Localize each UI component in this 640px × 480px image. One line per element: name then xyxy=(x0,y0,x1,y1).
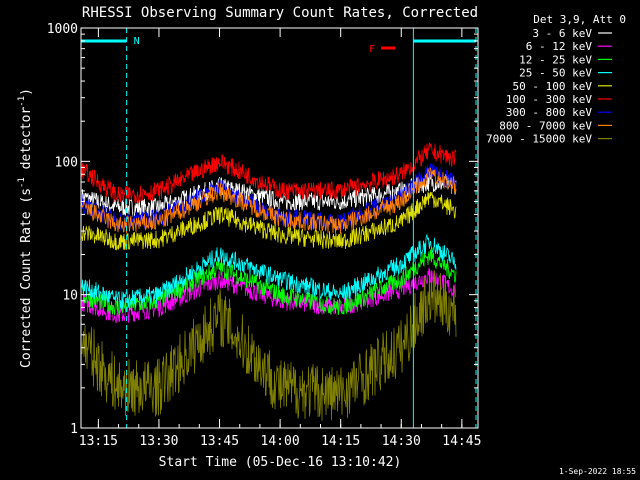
plot-frame xyxy=(80,27,479,429)
series-layer xyxy=(81,142,457,421)
x-tick-label-2: 13:30 xyxy=(139,434,178,449)
x-tick-label-5: 14:15 xyxy=(321,434,360,449)
series-line-8 xyxy=(81,167,457,234)
footer-timestamp: 1-Sep-2022 18:55 xyxy=(559,467,636,476)
y-tick-label-3: 100 xyxy=(55,155,78,170)
y-axis: 1 10 100 1000 xyxy=(47,22,478,437)
chart-title: RHESSI Observing Summary Count Rates, Co… xyxy=(82,5,478,21)
series-line-2 xyxy=(81,267,457,324)
legend-label-4: 25 - 50 keV xyxy=(519,67,592,80)
series-line-3 xyxy=(81,247,457,316)
y-axis-label: Corrected Count Rate (s-1 detector-1) xyxy=(17,88,34,368)
y-axis-label-main: Corrected Count Rate (s xyxy=(19,188,34,368)
legend-label-7: 300 - 800 keV xyxy=(506,106,592,119)
legend-label-9: 7000 - 15000 keV xyxy=(486,133,592,146)
legend-label-6: 100 - 300 keV xyxy=(506,93,592,106)
x-tick-label-6: 14:30 xyxy=(382,434,421,449)
series-line-4 xyxy=(81,233,457,309)
flare-label: F xyxy=(369,44,375,55)
x-axis: 13:15 13:30 13:45 14:00 14:15 14:30 14:45 xyxy=(79,28,481,449)
x-tick-label-4: 14:00 xyxy=(261,434,300,449)
legend-label-8: 800 - 7000 keV xyxy=(499,119,592,132)
legend-header: Det 3,9, Att 0 xyxy=(533,13,626,26)
series-line-5 xyxy=(81,191,457,251)
x-axis-label: Start Time (05-Dec-16 13:10:42) xyxy=(159,455,402,470)
y-tick-label-4: 1000 xyxy=(47,22,78,37)
series-line-7 xyxy=(81,163,457,231)
night-label-1: N xyxy=(134,36,140,47)
legend-label-2: 6 - 12 keV xyxy=(526,40,593,53)
x-tick-label-7: 14:45 xyxy=(442,434,481,449)
y-axis-label-exp2: -1 xyxy=(17,96,27,107)
y-axis-label-end: ) xyxy=(19,88,34,96)
series-line-6 xyxy=(81,142,457,204)
legend-label-5: 50 - 100 keV xyxy=(513,80,593,93)
y-tick-label-1: 1 xyxy=(70,422,78,437)
x-tick-label-1: 13:15 xyxy=(79,434,118,449)
legend-label-3: 12 - 25 keV xyxy=(519,53,592,66)
y-tick-label-2: 10 xyxy=(62,289,78,304)
x-tick-label-3: 13:45 xyxy=(200,434,239,449)
series-line-9 xyxy=(81,269,457,421)
y-axis-label-exp1: -1 xyxy=(17,177,27,188)
y-axis-label-mid: detector xyxy=(19,107,34,178)
legend-label-1: 3 - 6 keV xyxy=(532,27,592,40)
